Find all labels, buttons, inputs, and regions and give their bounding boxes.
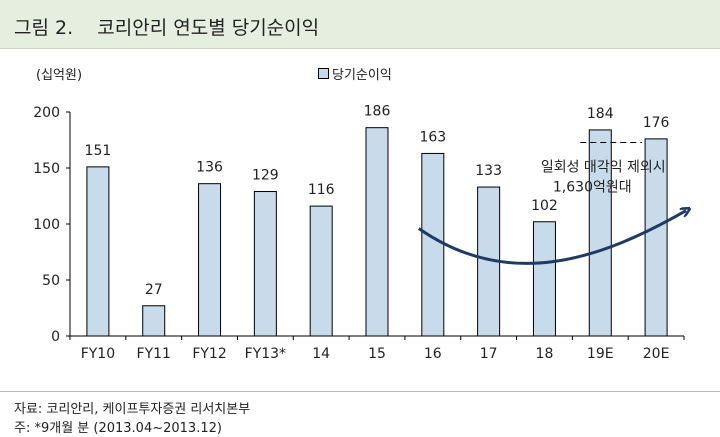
x-tick-label: FY13* [245,346,286,362]
legend: 당기순이익 [318,64,392,83]
data-label: 186 [364,104,391,120]
bar [198,183,222,337]
bar [142,305,166,337]
y-tick-label: 200 [33,105,60,121]
x-tick-label: 18 [536,346,554,362]
data-label: 136 [196,160,223,176]
x-tick-label: FY12 [192,346,226,362]
data-label: 133 [475,163,502,179]
data-label: 102 [531,198,558,214]
y-tick-label: 150 [33,161,60,177]
legend-swatch [318,68,329,79]
legend-label: 당기순이익 [332,68,392,83]
x-tick-label: 20E [643,346,670,362]
x-tick-label: 19E [587,346,614,362]
bar [365,127,389,337]
data-label: 151 [85,143,112,159]
y-tick-label: 50 [42,273,60,289]
x-tick-label: FY10 [81,346,115,362]
bar [588,129,612,337]
annotation-line-2: 1,630억원대 [553,179,632,195]
bar [253,191,277,337]
bar [86,166,110,337]
x-tick-label: 15 [368,346,386,362]
data-label: 163 [419,129,446,145]
data-label: 184 [587,106,614,122]
y-axis-unit-label: (십억원) [36,68,83,83]
data-label: 129 [252,168,279,184]
x-tick-label: 17 [480,346,498,362]
annotation-line-1: 일회성 매각익 제외시 [541,159,666,175]
figure-title: 그림 2. 코리안리 연도별 당기순이익 [14,17,320,39]
data-label: 176 [643,115,670,131]
x-tick-label: 14 [312,346,330,362]
y-tick-label: 100 [33,217,60,233]
trend-arrow [417,211,686,265]
bar-chart: 0 50 100 150 200 151 FY10 27 FY11 136 FY12 129 FY13… [33,104,720,362]
bar [532,221,556,337]
x-tick-label: 16 [424,346,442,362]
y-tick-label: 0 [51,329,60,345]
data-label: 116 [308,182,335,198]
footer-divider [0,391,720,392]
title-bar: 그림 2. 코리안리 연도별 당기순이익 [0,0,720,49]
x-tick-label: FY11 [137,346,171,362]
data-label: 27 [145,282,163,298]
bar [309,205,333,337]
footnote: 주: *9개월 분 (2013.04~2013.12) [14,421,222,436]
bar [421,152,445,337]
bar [644,138,668,337]
source-note: 자료: 코리안리, 케이프투자증권 리서치본부 [14,402,251,417]
